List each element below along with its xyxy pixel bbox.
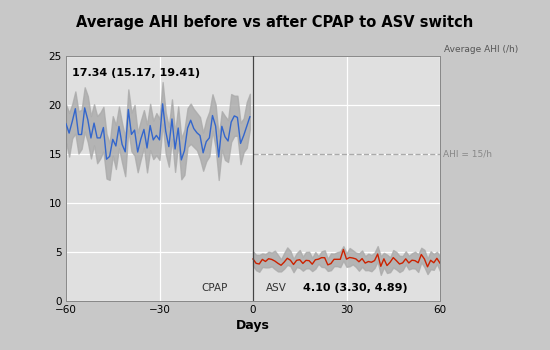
Text: Average AHI before vs after CPAP to ASV switch: Average AHI before vs after CPAP to ASV … <box>76 15 474 30</box>
Text: Average AHI (/h): Average AHI (/h) <box>444 44 518 54</box>
X-axis label: Days: Days <box>236 319 270 332</box>
Text: ASV: ASV <box>266 283 287 293</box>
Text: 4.10 (3.30, 4.89): 4.10 (3.30, 4.89) <box>303 284 408 293</box>
Text: CPAP: CPAP <box>202 283 228 293</box>
Text: AHI = 15/h: AHI = 15/h <box>443 149 492 159</box>
Text: 17.34 (15.17, 19.41): 17.34 (15.17, 19.41) <box>72 68 200 78</box>
